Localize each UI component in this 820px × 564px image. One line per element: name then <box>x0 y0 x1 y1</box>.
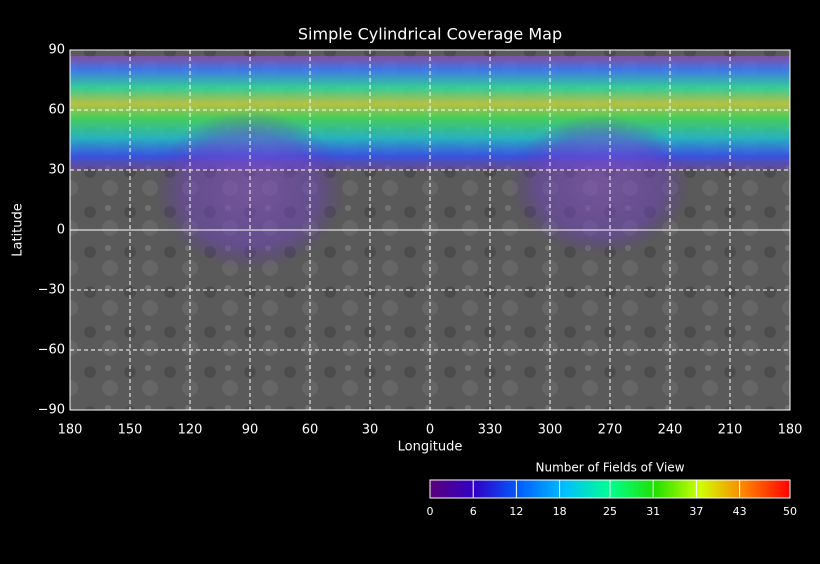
colorbar-tick-label: 6 <box>470 505 477 518</box>
x-tick-label: 150 <box>118 423 143 438</box>
map-title: Simple Cylindrical Coverage Map <box>298 25 562 44</box>
colorbar-tick-label: 50 <box>783 505 797 518</box>
y-tick-label: 0 <box>57 223 65 238</box>
x-tick-label: 0 <box>426 423 434 438</box>
colorbar-tick-label: 31 <box>646 505 660 518</box>
y-tick-label: −90 <box>38 403 65 418</box>
x-axis-label: Longitude <box>398 440 463 455</box>
x-tick-label: 210 <box>718 423 743 438</box>
colorbar-tick-label: 18 <box>553 505 567 518</box>
x-tick-label: 180 <box>58 423 83 438</box>
x-tick-label: 120 <box>178 423 203 438</box>
colorbar-label: Number of Fields of View <box>535 461 684 475</box>
x-tick-label: 330 <box>478 423 503 438</box>
x-tick-label: 240 <box>658 423 683 438</box>
y-tick-label: 60 <box>48 103 65 118</box>
x-tick-label: 270 <box>598 423 623 438</box>
y-tick-label: 90 <box>48 43 65 58</box>
colorbar-tick-label: 43 <box>733 505 747 518</box>
y-tick-label: −60 <box>38 343 65 358</box>
colorbar-tick-label: 25 <box>603 505 617 518</box>
x-tick-label: 300 <box>538 423 563 438</box>
colorbar-tick-label: 0 <box>427 505 434 518</box>
coverage-region <box>510 115 690 255</box>
y-tick-label: 30 <box>48 163 65 178</box>
y-axis-label: Latitude <box>11 203 26 257</box>
x-tick-label: 60 <box>302 423 319 438</box>
y-tick-label: −30 <box>38 283 65 298</box>
colorbar-tick-label: 37 <box>689 505 703 518</box>
x-tick-label: 180 <box>778 423 803 438</box>
x-tick-label: 30 <box>362 423 379 438</box>
x-tick-label: 90 <box>242 423 259 438</box>
colorbar-tick-label: 12 <box>509 505 523 518</box>
